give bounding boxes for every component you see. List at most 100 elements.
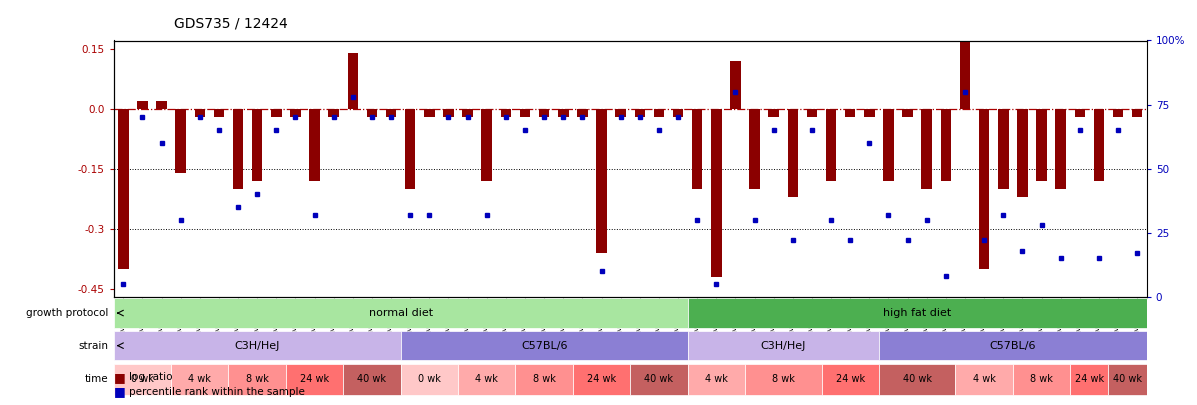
Bar — [879, 364, 955, 395]
Text: log ratio: log ratio — [129, 373, 172, 382]
Bar — [405, 109, 415, 189]
Text: high fat diet: high fat diet — [883, 308, 952, 318]
Text: GDS735 / 12424: GDS735 / 12424 — [174, 16, 287, 30]
Bar — [922, 109, 932, 189]
Bar — [634, 109, 645, 117]
Bar — [119, 109, 128, 269]
Bar — [596, 109, 607, 253]
Text: 24 wk: 24 wk — [300, 375, 329, 384]
Bar — [960, 36, 971, 109]
Bar — [864, 109, 875, 117]
Bar — [286, 364, 344, 395]
Bar — [1075, 109, 1084, 117]
Bar — [788, 109, 798, 197]
Bar — [998, 109, 1009, 189]
Text: C3H/HeJ: C3H/HeJ — [760, 341, 806, 351]
Bar — [385, 109, 396, 117]
Bar — [768, 109, 779, 117]
Bar — [214, 109, 224, 117]
Bar — [979, 109, 990, 269]
Bar — [673, 109, 683, 117]
Bar — [879, 331, 1147, 360]
Bar — [941, 109, 952, 181]
Bar — [711, 109, 722, 277]
Bar — [1070, 364, 1108, 395]
Bar — [519, 109, 530, 117]
Bar — [615, 109, 626, 117]
Bar — [1132, 109, 1142, 117]
Text: 24 wk: 24 wk — [1075, 375, 1104, 384]
Bar — [366, 109, 377, 117]
Bar — [745, 364, 821, 395]
Text: C3H/HeJ: C3H/HeJ — [235, 341, 280, 351]
Bar — [807, 109, 818, 117]
Bar — [114, 331, 401, 360]
Text: 40 wk: 40 wk — [358, 375, 387, 384]
Bar — [1037, 109, 1046, 181]
Text: percentile rank within the sample: percentile rank within the sample — [129, 387, 305, 397]
Text: ■: ■ — [114, 371, 126, 384]
Text: 40 wk: 40 wk — [903, 375, 931, 384]
Bar — [1108, 364, 1147, 395]
Text: C57BL/6: C57BL/6 — [990, 341, 1037, 351]
Bar — [195, 109, 205, 117]
Text: 8 wk: 8 wk — [1031, 375, 1053, 384]
Bar — [290, 109, 300, 117]
Bar — [687, 298, 1147, 328]
Text: 0 wk: 0 wk — [418, 375, 440, 384]
Bar — [654, 109, 664, 117]
Text: 8 wk: 8 wk — [245, 375, 268, 384]
Text: ■: ■ — [114, 386, 126, 399]
Bar — [347, 53, 358, 109]
Bar — [692, 109, 703, 189]
Bar — [328, 109, 339, 117]
Bar — [516, 364, 573, 395]
Bar — [558, 109, 569, 117]
Bar — [481, 109, 492, 181]
Text: growth protocol: growth protocol — [25, 308, 108, 318]
Bar — [138, 100, 147, 109]
Bar — [687, 331, 879, 360]
Bar — [157, 100, 166, 109]
Bar — [1094, 109, 1104, 181]
Text: 4 wk: 4 wk — [705, 375, 728, 384]
Bar — [903, 109, 913, 117]
Text: 40 wk: 40 wk — [1113, 375, 1142, 384]
Bar — [401, 364, 458, 395]
Bar — [630, 364, 687, 395]
Bar — [821, 364, 879, 395]
Bar — [424, 109, 435, 117]
Bar — [232, 109, 243, 189]
Bar — [500, 109, 511, 117]
Bar — [845, 109, 856, 117]
Text: C57BL/6: C57BL/6 — [521, 341, 567, 351]
Bar — [462, 109, 473, 117]
Text: 24 wk: 24 wk — [836, 375, 864, 384]
Bar — [883, 109, 894, 181]
Text: 8 wk: 8 wk — [772, 375, 795, 384]
Text: time: time — [84, 375, 108, 384]
Bar — [344, 364, 401, 395]
Bar — [1113, 109, 1123, 117]
Bar — [687, 364, 745, 395]
Text: 4 wk: 4 wk — [973, 375, 996, 384]
Bar — [539, 109, 549, 117]
Bar — [573, 364, 630, 395]
Text: 40 wk: 40 wk — [644, 375, 674, 384]
Text: 0 wk: 0 wk — [130, 375, 154, 384]
Text: 4 wk: 4 wk — [475, 375, 498, 384]
Bar — [826, 109, 837, 181]
Bar — [1056, 109, 1065, 189]
Bar — [271, 109, 281, 117]
Bar — [1017, 109, 1028, 197]
Bar — [443, 109, 454, 117]
Bar — [730, 60, 741, 109]
Bar — [171, 364, 229, 395]
Text: strain: strain — [78, 341, 108, 351]
Text: 4 wk: 4 wk — [188, 375, 211, 384]
Bar — [251, 109, 262, 181]
Text: 24 wk: 24 wk — [587, 375, 616, 384]
Bar — [176, 109, 186, 173]
Bar — [401, 331, 687, 360]
Text: 8 wk: 8 wk — [533, 375, 555, 384]
